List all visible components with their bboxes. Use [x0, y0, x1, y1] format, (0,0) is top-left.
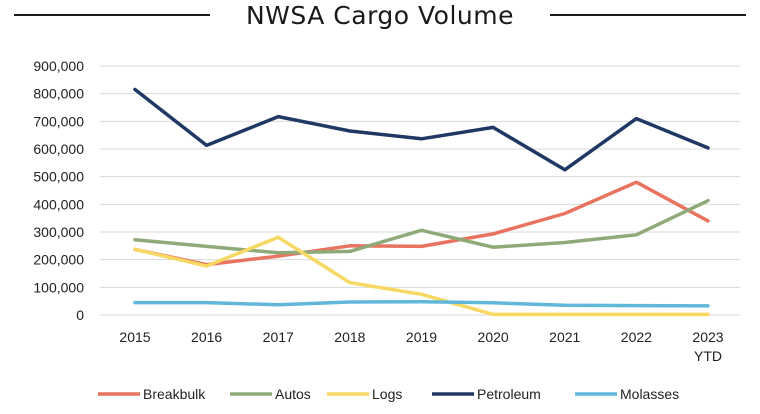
series-lines [133, 87, 710, 317]
gridlines [100, 65, 740, 316]
legend-label-petroleum: Petroleum [477, 386, 541, 402]
x-tick-label: 2020 [478, 329, 509, 345]
x-tick-label: 2019 [406, 329, 437, 345]
x-tick-label: 2023 [692, 329, 723, 345]
y-tick-label: 900,000 [33, 58, 84, 74]
y-tick-label: 500,000 [33, 169, 84, 185]
series-line-breakbulk [133, 180, 710, 267]
y-axis: 0 100,000 200,000 300,000 400,000 500,000 600,… [33, 58, 84, 323]
chart-title-area: NWSA Cargo Volume [0, 0, 760, 36]
x-tick-label: 2022 [621, 329, 652, 345]
x-tick-label: 2018 [334, 329, 365, 345]
legend-label-logs: Logs [372, 386, 402, 402]
y-tick-label: 800,000 [33, 86, 84, 102]
x-tick-label: 2017 [263, 329, 294, 345]
chart-title: NWSA Cargo Volume [245, 1, 514, 30]
series-line-logs [133, 235, 710, 317]
x-tick-label: 2016 [191, 329, 222, 345]
y-tick-label: 400,000 [33, 196, 84, 212]
y-tick-label: 100,000 [33, 279, 84, 295]
series-line-molasses [133, 299, 710, 308]
y-tick-label: 0 [76, 307, 84, 323]
y-tick-label: 700,000 [33, 113, 84, 129]
legend: Breakbulk Autos Logs Petroleum Molasses [98, 386, 679, 402]
title-rule-right [550, 14, 746, 16]
y-tick-label: 600,000 [33, 141, 84, 157]
y-tick-label: 200,000 [33, 252, 84, 268]
legend-label-molasses: Molasses [620, 386, 679, 402]
legend-label-autos: Autos [275, 386, 311, 402]
y-tick-label: 300,000 [33, 224, 84, 240]
legend-label-breakbulk: Breakbulk [143, 386, 206, 402]
series-line-petroleum [133, 87, 710, 172]
x-axis: 2015 2016 2017 2018 2019 2020 2021 2022 2023 YTD [119, 329, 723, 364]
title-rule-left [14, 14, 210, 16]
x-tick-label: 2015 [119, 329, 150, 345]
x-tick-label: 2021 [549, 329, 580, 345]
series-line-autos [133, 198, 710, 255]
x-tick-sublabel: YTD [694, 348, 722, 364]
